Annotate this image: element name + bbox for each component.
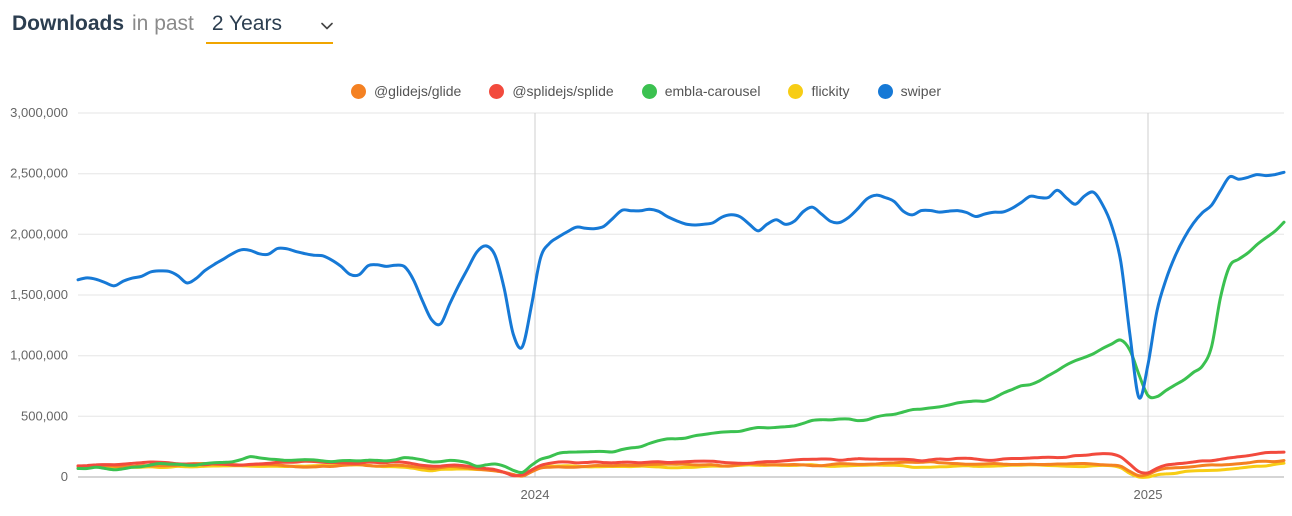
svg-text:3,000,000: 3,000,000 <box>10 105 68 120</box>
svg-text:2024: 2024 <box>521 487 550 502</box>
svg-text:500,000: 500,000 <box>21 408 68 423</box>
svg-text:1,500,000: 1,500,000 <box>10 287 68 302</box>
svg-text:0: 0 <box>61 469 68 484</box>
svg-text:2,500,000: 2,500,000 <box>10 166 68 181</box>
svg-text:1,000,000: 1,000,000 <box>10 348 68 363</box>
svg-text:2,000,000: 2,000,000 <box>10 226 68 241</box>
svg-text:2025: 2025 <box>1134 487 1163 502</box>
